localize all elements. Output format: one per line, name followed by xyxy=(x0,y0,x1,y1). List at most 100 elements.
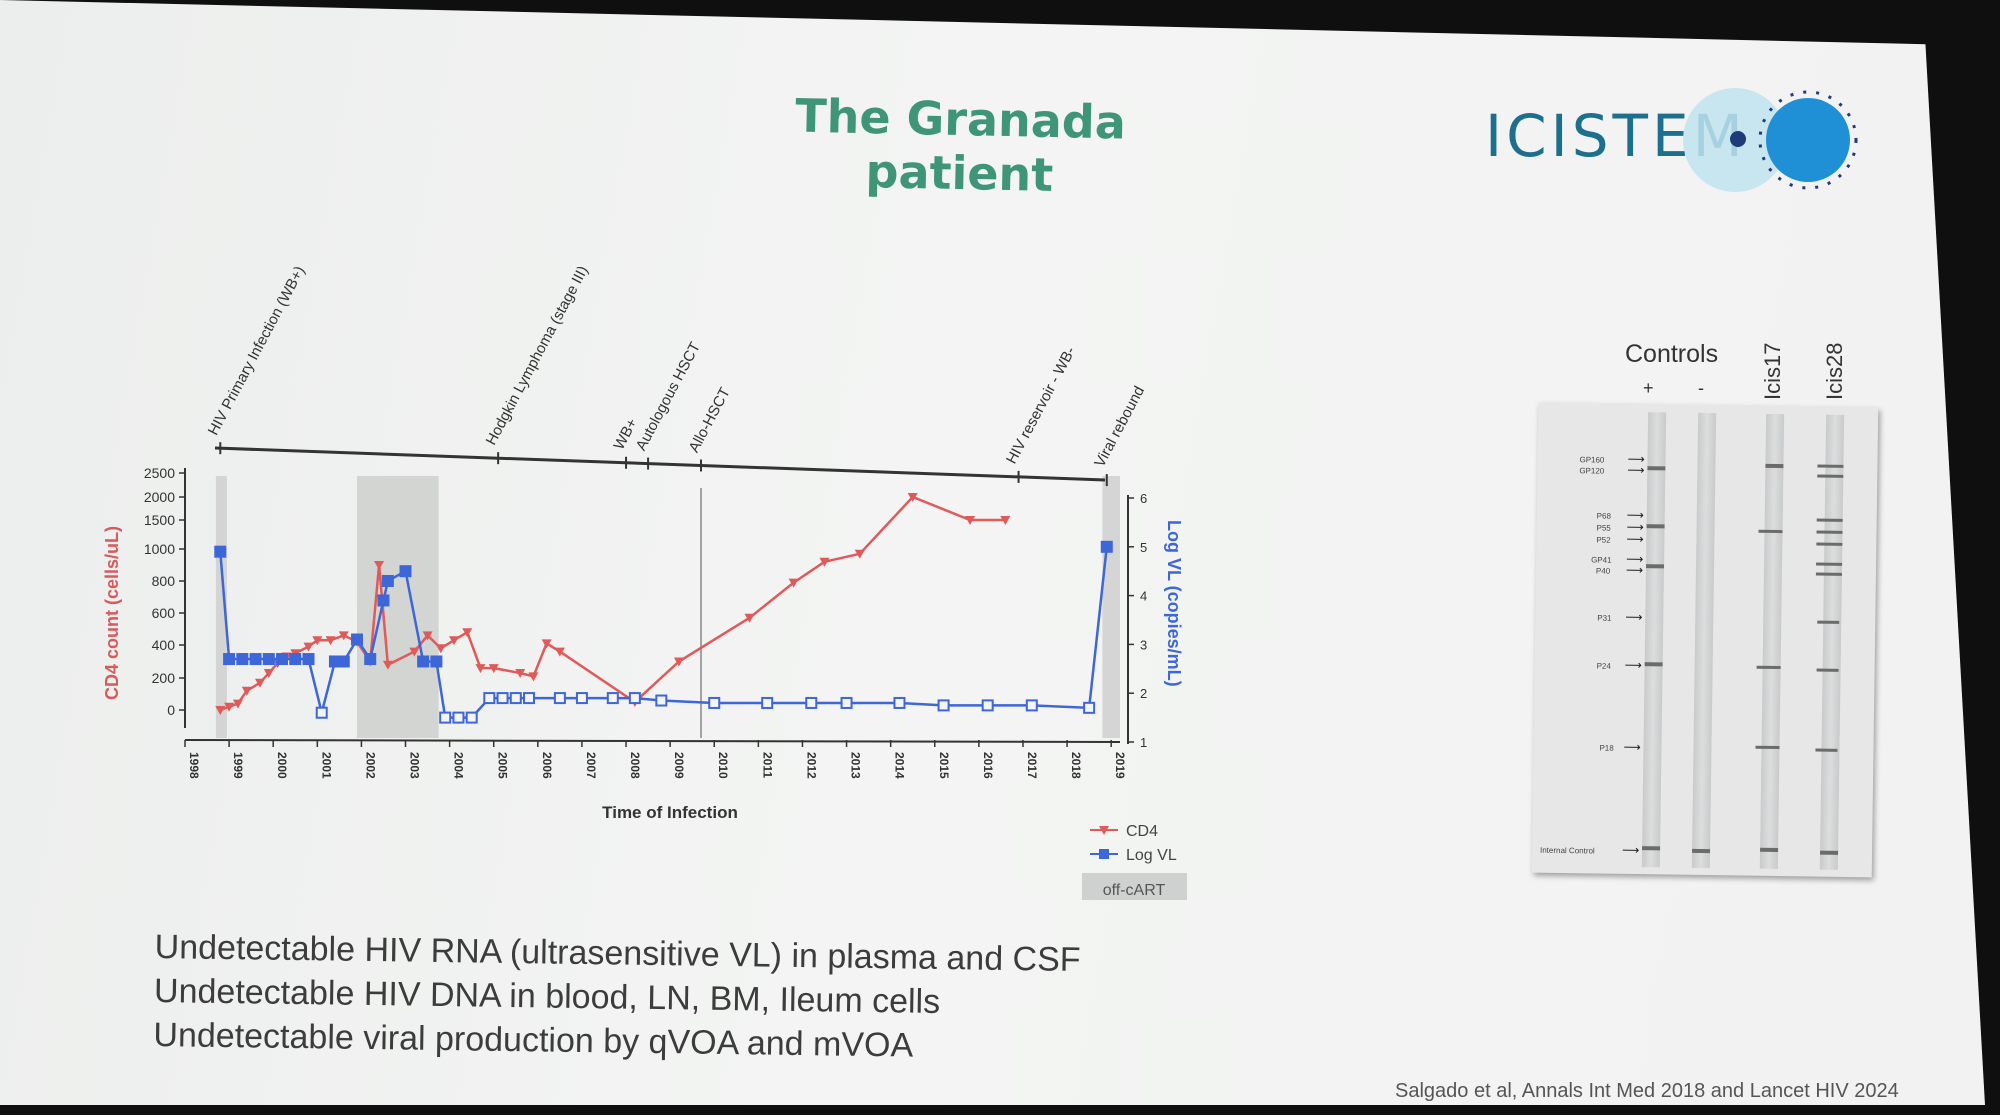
log-vl-point xyxy=(708,696,721,709)
log-vl-point xyxy=(496,692,509,705)
cd4-point xyxy=(325,636,336,646)
log-vl-point xyxy=(452,711,465,724)
cd4-point xyxy=(788,578,799,588)
blot-band xyxy=(1758,529,1783,534)
log-vl-point xyxy=(575,692,588,705)
log-vl-point xyxy=(1083,701,1096,714)
log-vl-point xyxy=(761,696,774,709)
x-tick-label: 2016 xyxy=(981,752,995,779)
cd4-point xyxy=(515,669,526,679)
blot-band xyxy=(1816,518,1843,522)
blot-band xyxy=(1817,620,1840,624)
event-label-1: Hodgkin Lymphoma (stage III) xyxy=(483,263,592,448)
cd4-point xyxy=(819,557,830,567)
y-left-tick-label: 200 xyxy=(152,670,176,686)
cd4-point xyxy=(382,660,393,670)
minus-label: - xyxy=(1698,378,1704,398)
log-vl-line xyxy=(219,546,1109,719)
blot-band xyxy=(1815,572,1842,576)
cd4-point xyxy=(409,647,420,657)
cd4-point xyxy=(338,631,349,641)
legend-off-cart-label: off-cART xyxy=(1103,882,1166,899)
cd4-point xyxy=(528,672,539,682)
blot-band xyxy=(1816,542,1843,546)
log-vl-point xyxy=(523,692,536,705)
log-vl-point xyxy=(337,655,350,668)
log-vl-point xyxy=(483,692,496,705)
cd4-point xyxy=(907,493,918,502)
cd4-point xyxy=(449,636,460,646)
x-tick-label: 2012 xyxy=(804,752,818,779)
cd4-point xyxy=(224,702,235,712)
log-vl-point xyxy=(937,699,950,712)
cd4-point xyxy=(435,644,446,654)
x-tick-label: 2013 xyxy=(849,752,863,779)
arrow-icon: ⟶ xyxy=(1621,842,1640,858)
blot-band xyxy=(1647,466,1666,471)
band-label-gp120: GP120 xyxy=(1579,466,1605,476)
log-vl-point xyxy=(893,696,906,709)
arrow-icon: ⟶ xyxy=(1625,609,1643,625)
y-right-tick-label: 5 xyxy=(1140,540,1147,555)
blot-band xyxy=(1645,564,1665,569)
blot-band xyxy=(1816,530,1843,534)
cd4-line xyxy=(219,495,1006,712)
blot-lane-icis28 xyxy=(1819,414,1845,870)
band-label-p18: P18 xyxy=(1599,743,1614,753)
legend-vl-marker xyxy=(1099,849,1109,859)
controls-label: Controls xyxy=(1625,340,1719,368)
blot-band xyxy=(1816,562,1843,566)
y-right-tick-label: 6 xyxy=(1140,491,1147,506)
blot-band xyxy=(1760,847,1779,853)
event-label-5: HIV reservoir - WB- xyxy=(1003,344,1079,467)
log-vl-point xyxy=(805,696,818,709)
x-tick-label: 2003 xyxy=(408,752,422,779)
log-vl-point xyxy=(377,594,390,607)
blot-band xyxy=(1692,848,1711,854)
blot-band xyxy=(1755,745,1780,750)
lane-label-icis17: Icis17 xyxy=(1760,342,1785,400)
y-left-tick-label: 2000 xyxy=(144,489,175,505)
y-right-tick-label: 4 xyxy=(1140,589,1147,604)
event-timeline xyxy=(214,446,1106,482)
cd4-point xyxy=(965,516,976,525)
arrow-icon: ⟶ xyxy=(1625,562,1644,578)
cd4-point xyxy=(744,613,755,623)
x-tick-label: 2014 xyxy=(893,752,907,779)
log-vl-point xyxy=(262,653,275,666)
cd4-point xyxy=(422,631,433,641)
band-label-p68: P68 xyxy=(1596,511,1612,521)
band-label-gp160: GP160 xyxy=(1579,455,1605,465)
x-tick-label: 1999 xyxy=(231,752,245,779)
x-tick-label: 2019 xyxy=(1113,752,1127,779)
cd4-point xyxy=(673,657,684,667)
arrow-icon: ⟶ xyxy=(1623,739,1641,755)
y-left-tick-label: 0 xyxy=(167,702,175,718)
blot-lane-negative xyxy=(1691,412,1717,869)
cd4-point xyxy=(488,664,499,674)
citation: Salgado et al, Annals Int Med 2018 and L… xyxy=(1395,1080,1899,1102)
cd4-point xyxy=(312,636,323,646)
blot-band xyxy=(1816,668,1839,672)
log-vl-point xyxy=(364,653,377,666)
blot-band xyxy=(1765,463,1784,469)
y-right-tick-label: 2 xyxy=(1140,686,1147,701)
log-vl-point xyxy=(214,545,227,558)
x-axis-label: Time of Infection xyxy=(602,803,738,822)
band-label-p52: P52 xyxy=(1596,535,1611,545)
y-left-tick-label: 400 xyxy=(152,637,176,653)
log-vl-point xyxy=(276,653,289,666)
legend-cd4-label: CD4 xyxy=(1126,823,1158,840)
y-right-tick-label: 3 xyxy=(1140,637,1147,652)
x-tick-label: 2010 xyxy=(716,752,730,779)
log-vl-point xyxy=(553,692,566,705)
off-cart-shade xyxy=(357,476,439,738)
cd4-point xyxy=(241,686,252,696)
log-vl-point xyxy=(289,653,302,666)
arrow-icon: ⟶ xyxy=(1626,531,1644,547)
x-tick-label: 2008 xyxy=(628,752,642,779)
y-left-tick-label: 1000 xyxy=(144,541,175,557)
blot-band xyxy=(1644,662,1663,667)
x-tick-label: 2007 xyxy=(584,752,598,779)
cd4-point xyxy=(254,678,265,688)
